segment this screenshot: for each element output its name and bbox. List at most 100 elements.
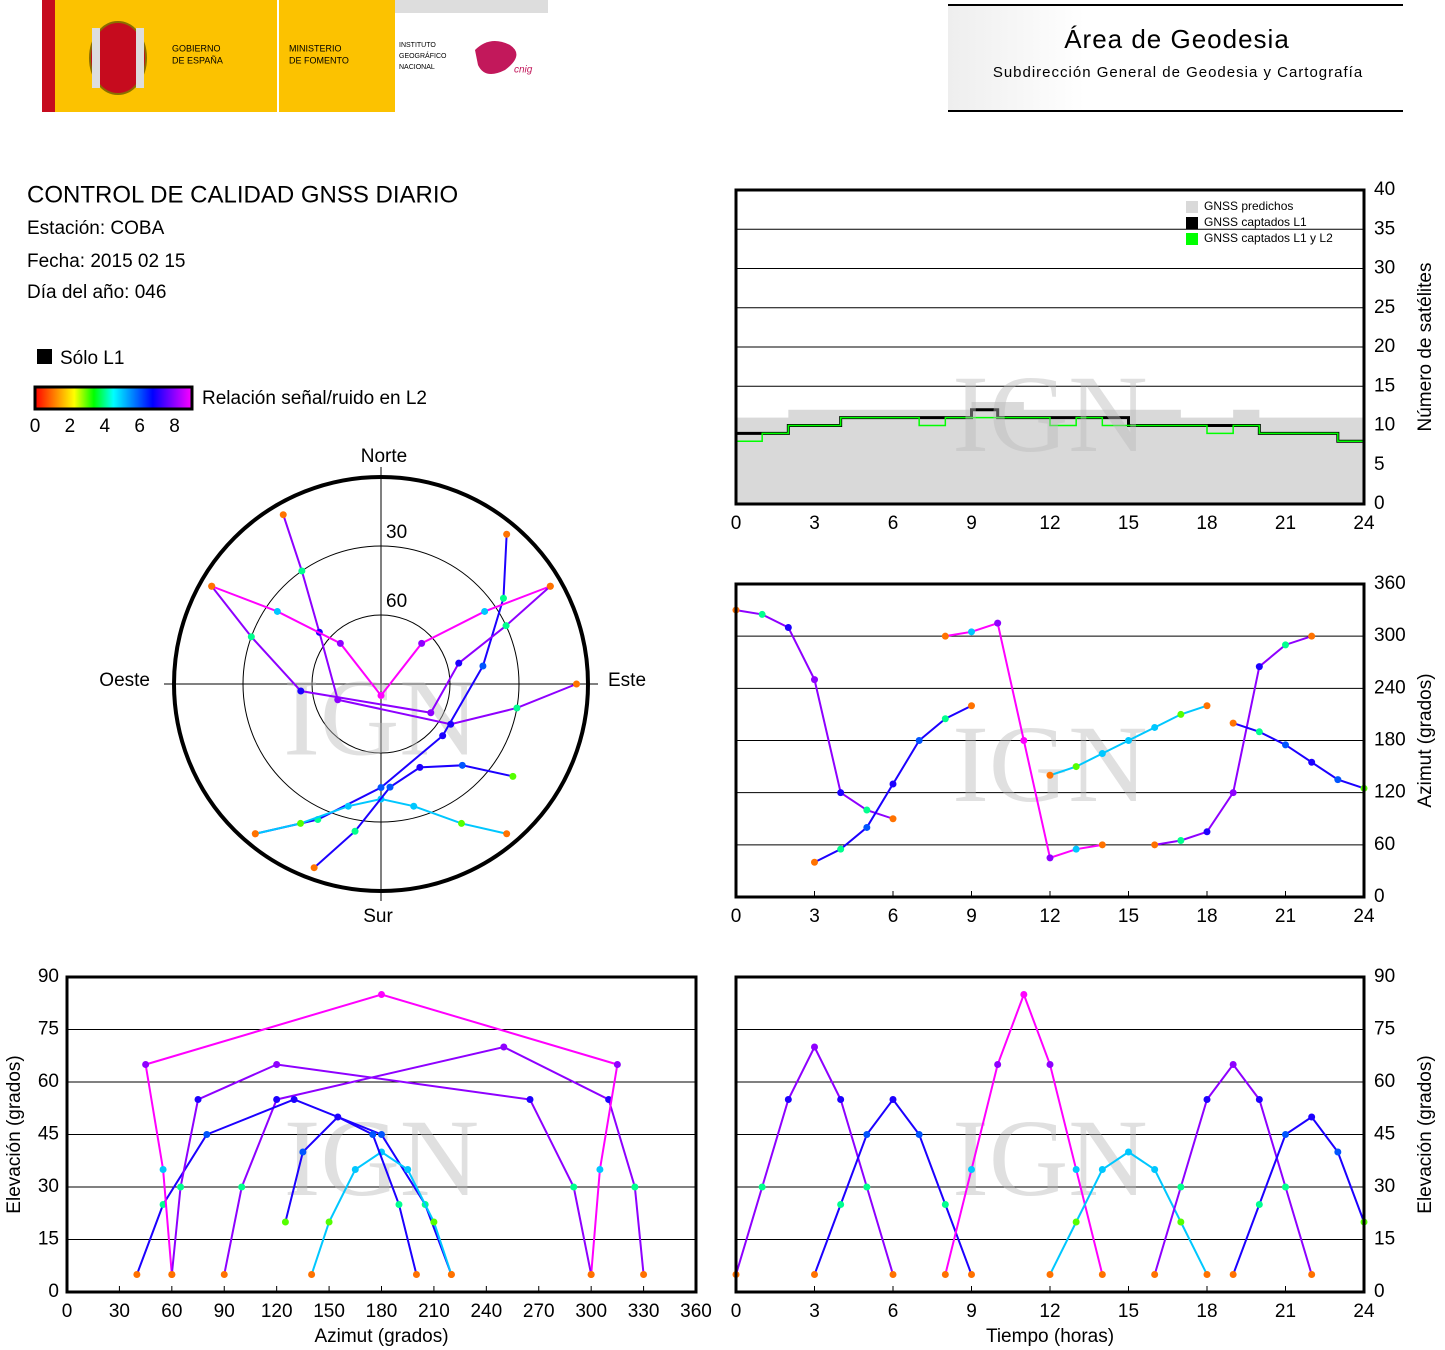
x-tick-label: 180	[366, 1301, 398, 1322]
x-axis-label: Tiempo (horas)	[986, 1326, 1114, 1347]
l1-swatch	[37, 349, 52, 364]
track-point	[1229, 789, 1237, 797]
legend-label: GNSS predichos	[1204, 199, 1293, 213]
y-tick-label: 20	[1374, 336, 1395, 357]
track	[1153, 1062, 1313, 1275]
track-point	[159, 1166, 167, 1173]
track-point	[203, 1131, 211, 1138]
track-point	[1046, 1271, 1054, 1278]
watermark: IGN	[952, 353, 1148, 475]
track-point	[281, 1218, 289, 1226]
report-line: Fecha: 2015 02 15	[27, 251, 185, 272]
track-point	[941, 1201, 949, 1208]
y-tick-label: 40	[1374, 179, 1395, 200]
track-point	[1334, 776, 1342, 784]
x-tick-label: 60	[161, 1301, 182, 1322]
y-tick-label: 15	[1374, 1229, 1395, 1250]
track-point	[968, 702, 975, 710]
report-line: Estación: COBA	[27, 218, 165, 239]
x-tick-label: 18	[1196, 906, 1217, 927]
plot-frame	[734, 975, 1366, 1294]
y-tick-label: 0	[48, 1281, 59, 1302]
y-tick-label: 30	[38, 1176, 59, 1197]
y-tick-label: 0	[1374, 886, 1385, 907]
track-point	[1072, 1166, 1080, 1173]
track-point	[968, 1166, 975, 1173]
track-point	[273, 1096, 281, 1103]
x-tick-label: 120	[261, 1301, 293, 1322]
legend-label: GNSS captados L1	[1204, 215, 1307, 229]
track-point	[430, 1218, 438, 1226]
track-point	[334, 1113, 342, 1121]
track	[1232, 1115, 1365, 1275]
track-point	[325, 1218, 333, 1226]
legend-label: Relación señal/ruido en L2	[202, 388, 427, 409]
track-point	[273, 1061, 281, 1068]
x-tick-label: 21	[1275, 906, 1296, 927]
track	[313, 764, 514, 869]
line	[736, 416, 1365, 442]
track-point	[941, 632, 949, 640]
x-tick-label: 9	[966, 1301, 977, 1322]
direction-label: Este	[608, 670, 646, 691]
track-point	[1151, 723, 1159, 731]
track-point	[395, 1201, 403, 1208]
track-point	[1072, 763, 1080, 771]
track-point	[837, 789, 845, 797]
track-point	[631, 1183, 639, 1191]
track-point	[1046, 1061, 1054, 1068]
ign-bar	[395, 0, 548, 13]
x-tick-label: 90	[214, 1301, 235, 1322]
x-tick-label: 0	[731, 1301, 742, 1322]
track-point	[439, 732, 447, 740]
x-tick-label: 0	[62, 1301, 73, 1322]
y-axis-label: Elevación (grados)	[4, 1055, 25, 1213]
track-point	[1255, 1201, 1263, 1208]
ministry-text: DE FOMENTO	[289, 55, 349, 65]
track-point	[1282, 1183, 1289, 1191]
track-point	[811, 858, 818, 866]
track-point	[941, 715, 949, 723]
x-tick-label: 12	[1039, 1301, 1060, 1322]
x-tick-label: 300	[575, 1301, 607, 1322]
x-tick-label: 30	[109, 1301, 130, 1322]
track-point	[1177, 836, 1185, 844]
x-axis-label: Azimut (grados)	[314, 1326, 448, 1347]
track-point	[351, 1166, 359, 1173]
y-tick-label: 25	[1374, 297, 1395, 318]
track-point	[238, 1183, 246, 1191]
pillar	[92, 28, 100, 88]
x-tick-label: 3	[809, 513, 820, 534]
track-point	[377, 784, 385, 791]
institute-text: NACIONAL	[399, 64, 435, 71]
track-point	[1203, 1271, 1211, 1278]
track-point	[499, 594, 507, 602]
track-point	[811, 676, 818, 684]
track-point	[546, 582, 554, 590]
track-point	[369, 1131, 377, 1138]
track-point	[159, 1201, 167, 1208]
track-point	[613, 1061, 621, 1068]
y-tick-label: 30	[1374, 258, 1395, 279]
track-point	[1125, 1148, 1132, 1156]
track-point	[455, 659, 463, 667]
ring-label: 60	[386, 591, 407, 612]
y-tick-label: 45	[38, 1124, 59, 1145]
track-point	[863, 1131, 871, 1138]
header-title: Área de Geodesia	[1064, 24, 1290, 54]
track-point	[1098, 1271, 1106, 1278]
y-tick-label: 45	[1374, 1124, 1395, 1145]
track-point	[194, 1096, 202, 1103]
legend-swatch	[1186, 201, 1198, 213]
track-point	[1046, 771, 1054, 779]
ministry-text: MINISTERIO	[289, 43, 342, 53]
x-tick-label: 12	[1039, 513, 1060, 534]
track-point	[758, 610, 766, 618]
track-point	[968, 628, 975, 636]
track-point	[133, 1271, 141, 1278]
track-point	[279, 511, 287, 519]
y-tick-label: 75	[1374, 1019, 1395, 1040]
track-point	[1177, 1183, 1185, 1191]
track-point	[308, 1271, 316, 1278]
